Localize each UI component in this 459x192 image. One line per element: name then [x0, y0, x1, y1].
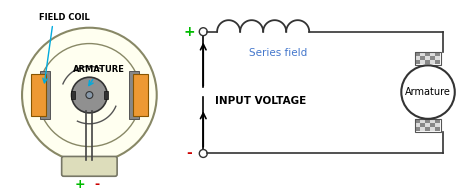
Bar: [425, 56, 430, 60]
Bar: [435, 52, 440, 56]
Bar: [420, 127, 425, 131]
Circle shape: [199, 150, 207, 157]
Circle shape: [401, 65, 455, 119]
Bar: [415, 119, 420, 123]
Bar: [415, 52, 420, 56]
Bar: [104, 91, 108, 99]
Bar: [420, 56, 425, 60]
Text: FIELD COIL: FIELD COIL: [39, 13, 90, 22]
FancyBboxPatch shape: [62, 156, 117, 176]
Bar: [420, 52, 425, 56]
Text: Armature: Armature: [405, 87, 451, 97]
Bar: [415, 56, 420, 60]
Circle shape: [22, 28, 157, 162]
Bar: [435, 56, 440, 60]
Bar: [425, 123, 430, 127]
Bar: [415, 52, 441, 65]
Bar: [420, 123, 425, 127]
Bar: [430, 123, 435, 127]
Bar: [425, 127, 430, 131]
Bar: [425, 60, 430, 64]
Text: +: +: [184, 25, 195, 39]
Bar: [420, 119, 425, 123]
Bar: [415, 127, 420, 131]
Bar: [415, 60, 420, 64]
Bar: [415, 119, 441, 132]
Circle shape: [86, 92, 93, 98]
Bar: [430, 56, 435, 60]
Bar: [71, 91, 74, 99]
Bar: [435, 60, 440, 64]
Circle shape: [38, 44, 141, 146]
Bar: [425, 119, 430, 123]
Bar: [430, 60, 435, 64]
Bar: [425, 52, 430, 56]
Bar: [435, 127, 440, 131]
Circle shape: [72, 77, 107, 113]
Bar: [430, 127, 435, 131]
Bar: [129, 71, 139, 119]
Bar: [31, 74, 46, 116]
Circle shape: [199, 28, 207, 36]
Text: -: -: [95, 178, 100, 191]
Bar: [435, 123, 440, 127]
Text: ARMATURE: ARMATURE: [73, 65, 125, 74]
Bar: [415, 123, 420, 127]
Bar: [430, 119, 435, 123]
Bar: [40, 71, 50, 119]
Text: Series field: Series field: [249, 48, 307, 59]
Bar: [133, 74, 148, 116]
Text: INPUT VOLTAGE: INPUT VOLTAGE: [215, 95, 307, 106]
Bar: [430, 52, 435, 56]
Text: -: -: [186, 146, 192, 161]
Text: +: +: [74, 178, 85, 191]
Bar: [420, 60, 425, 64]
Bar: [435, 119, 440, 123]
